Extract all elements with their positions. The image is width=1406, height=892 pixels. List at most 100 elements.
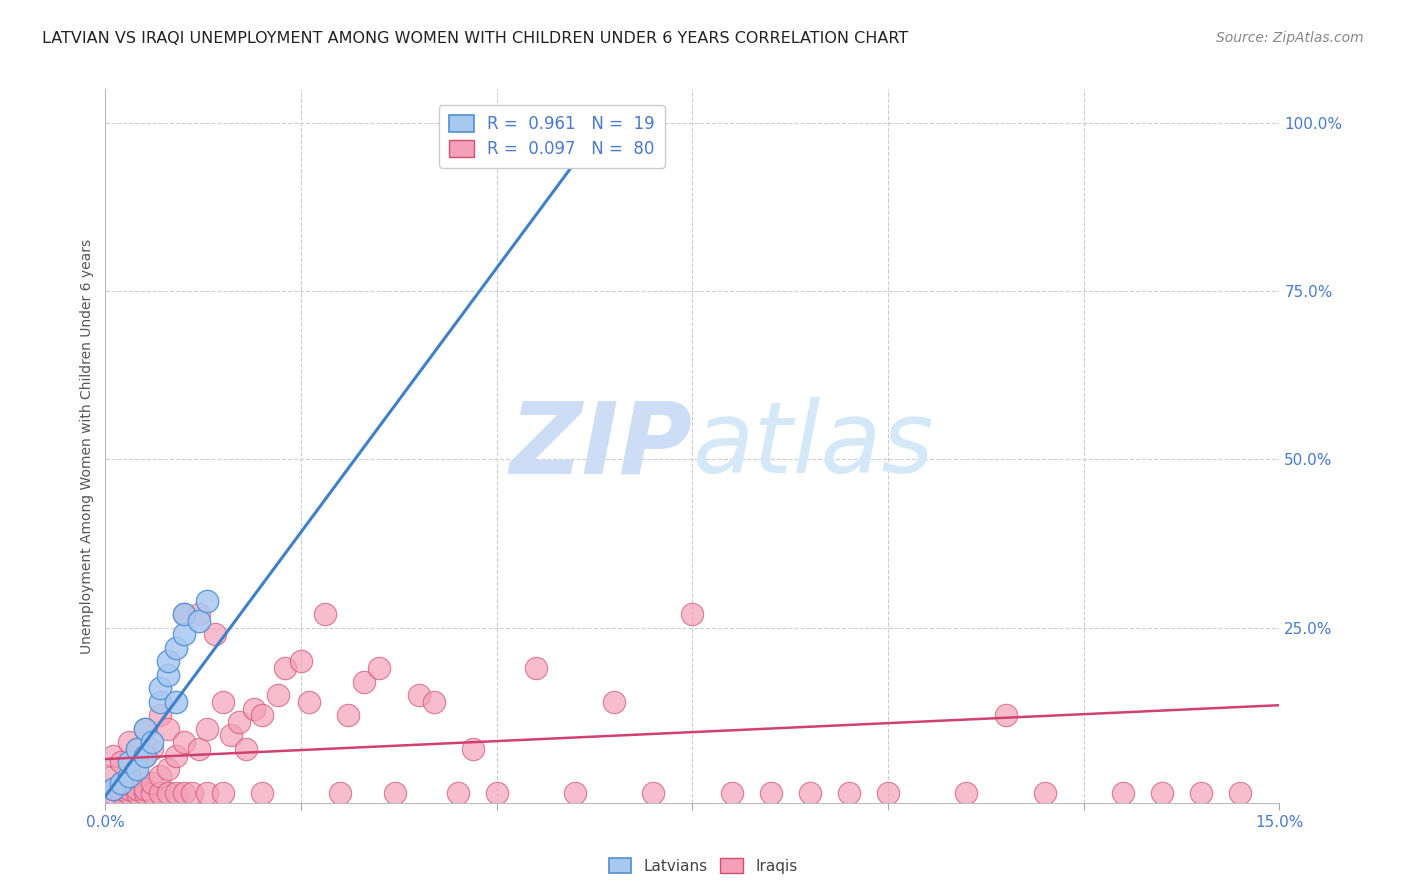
Point	[838, 786, 860, 800]
Point	[250, 786, 273, 800]
Point	[643, 786, 665, 800]
Point	[134, 782, 156, 797]
Point	[423, 695, 446, 709]
Point	[173, 786, 195, 800]
Point	[384, 786, 406, 800]
Point	[173, 735, 195, 749]
Point	[1033, 786, 1056, 800]
Text: Source: ZipAtlas.com: Source: ZipAtlas.com	[1216, 31, 1364, 45]
Point	[165, 695, 187, 709]
Point	[149, 695, 172, 709]
Point	[125, 762, 148, 776]
Point	[681, 607, 703, 622]
Point	[110, 775, 132, 789]
Point	[110, 775, 132, 789]
Point	[157, 655, 180, 669]
Point	[337, 708, 360, 723]
Point	[165, 748, 187, 763]
Point	[955, 786, 977, 800]
Point	[603, 695, 626, 709]
Point	[134, 722, 156, 736]
Point	[125, 782, 148, 797]
Point	[173, 627, 195, 641]
Point	[173, 607, 195, 622]
Point	[110, 782, 132, 797]
Point	[195, 722, 218, 736]
Point	[103, 786, 125, 800]
Point	[118, 769, 141, 783]
Point	[720, 786, 742, 800]
Point	[799, 786, 821, 800]
Point	[103, 782, 125, 797]
Point	[134, 722, 156, 736]
Point	[368, 661, 391, 675]
Point	[1112, 786, 1135, 800]
Point	[188, 607, 211, 622]
Point	[149, 681, 172, 696]
Point	[298, 695, 321, 709]
Point	[266, 688, 288, 702]
Point	[195, 594, 218, 608]
Point	[165, 786, 187, 800]
Point	[564, 786, 586, 800]
Point	[759, 786, 782, 800]
Legend: R =  0.961   N =  19, R =  0.097   N =  80: R = 0.961 N = 19, R = 0.097 N = 80	[439, 104, 665, 168]
Point	[290, 655, 312, 669]
Point	[157, 786, 180, 800]
Point	[463, 742, 485, 756]
Point	[1189, 786, 1212, 800]
Point	[204, 627, 226, 641]
Point	[314, 607, 336, 622]
Point	[103, 782, 125, 797]
Point	[141, 786, 163, 800]
Y-axis label: Unemployment Among Women with Children Under 6 years: Unemployment Among Women with Children U…	[80, 238, 94, 654]
Point	[1150, 786, 1173, 800]
Point	[165, 640, 187, 655]
Text: atlas: atlas	[692, 398, 934, 494]
Point	[485, 786, 508, 800]
Point	[1229, 786, 1251, 800]
Point	[149, 708, 172, 723]
Text: ZIP: ZIP	[509, 398, 692, 494]
Point	[141, 735, 163, 749]
Point	[157, 762, 180, 776]
Point	[134, 786, 156, 800]
Point	[125, 769, 148, 783]
Point	[228, 714, 250, 729]
Point	[219, 729, 242, 743]
Point	[118, 775, 141, 789]
Point	[118, 786, 141, 800]
Point	[329, 786, 352, 800]
Point	[118, 756, 141, 770]
Point	[157, 722, 180, 736]
Text: LATVIAN VS IRAQI UNEMPLOYMENT AMONG WOMEN WITH CHILDREN UNDER 6 YEARS CORRELATIO: LATVIAN VS IRAQI UNEMPLOYMENT AMONG WOME…	[42, 31, 908, 46]
Point	[149, 786, 172, 800]
Point	[134, 748, 156, 763]
Point	[157, 668, 180, 682]
Point	[173, 607, 195, 622]
Point	[188, 614, 211, 628]
Point	[211, 695, 233, 709]
Point	[125, 742, 148, 756]
Point	[110, 786, 132, 800]
Point	[125, 786, 148, 800]
Point	[110, 756, 132, 770]
Point	[211, 786, 233, 800]
Point	[118, 782, 141, 797]
Point	[524, 661, 547, 675]
Point	[103, 748, 125, 763]
Point	[118, 735, 141, 749]
Legend: Latvians, Iraqis: Latvians, Iraqis	[602, 852, 804, 880]
Point	[125, 742, 148, 756]
Point	[243, 701, 266, 715]
Point	[134, 748, 156, 763]
Point	[994, 708, 1017, 723]
Point	[195, 786, 218, 800]
Point	[180, 786, 202, 800]
Point	[141, 742, 163, 756]
Point	[188, 742, 211, 756]
Point	[235, 742, 257, 756]
Point	[446, 786, 468, 800]
Point	[149, 769, 172, 783]
Point	[274, 661, 297, 675]
